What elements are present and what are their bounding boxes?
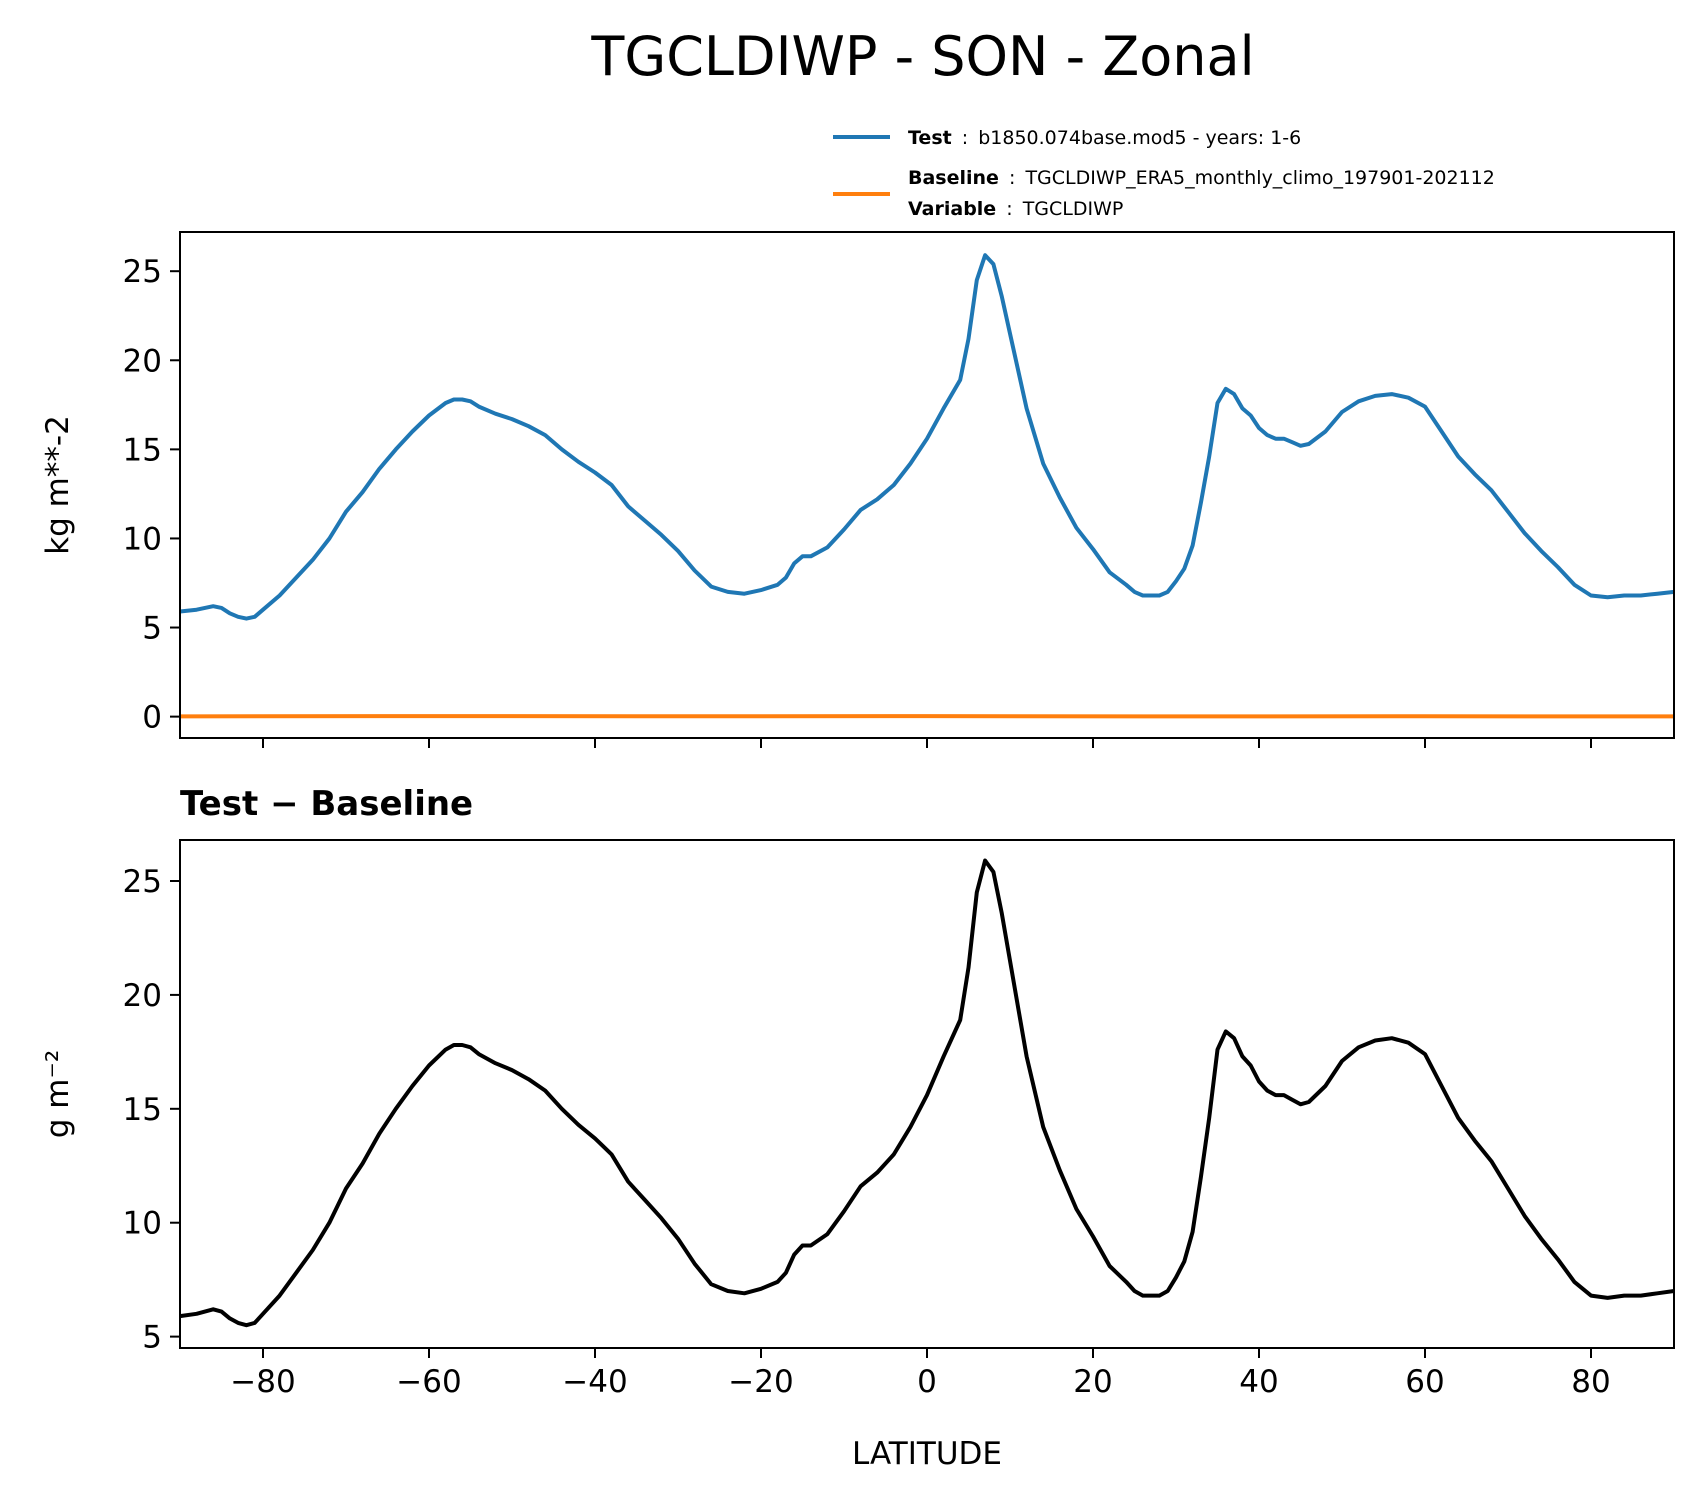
legend: Test : b1850.074base.mod5 - years: 1-6 B… bbox=[833, 127, 1495, 220]
top-y-tick-label: 0 bbox=[142, 700, 162, 736]
legend-variable-separator: : bbox=[1006, 198, 1012, 220]
bottom-y-axis-label: g m⁻² bbox=[40, 1050, 76, 1139]
bottom-x-tick-label: 80 bbox=[1571, 1364, 1610, 1400]
legend-variable-value: TGCLDIWP bbox=[1022, 198, 1124, 220]
top-ticks-layer: 0 5 10 15 20 25 bbox=[123, 254, 1592, 748]
legend-test-key: Test bbox=[908, 127, 952, 149]
legend-test-value: b1850.074base.mod5 - years: 1-6 bbox=[978, 127, 1301, 149]
top-y-tick-label: 25 bbox=[123, 254, 162, 290]
bottom-x-tick-label: −60 bbox=[396, 1364, 461, 1400]
bottom-x-tick-label: 60 bbox=[1405, 1364, 1444, 1400]
top-panel: 0 5 10 15 20 25 kg m**-2 bbox=[40, 231, 1675, 748]
bottom-y-tick-label: 25 bbox=[123, 864, 162, 900]
top-series-layer bbox=[179, 253, 1675, 719]
bottom-y-tick-label: 20 bbox=[123, 978, 162, 1014]
bottom-panel-title: Test − Baseline bbox=[180, 784, 473, 824]
top-y-tick-label: 15 bbox=[123, 432, 162, 468]
bottom-series-layer bbox=[179, 858, 1675, 1328]
bottom-x-axis-label: LATITUDE bbox=[852, 1436, 1002, 1472]
legend-baseline-key: Baseline bbox=[908, 167, 999, 189]
bottom-x-tick-label: −20 bbox=[728, 1364, 793, 1400]
top-y-tick-label: 10 bbox=[123, 521, 162, 557]
legend-baseline-value: TGCLDIWP_ERA5_monthly_climo_197901-20211… bbox=[1024, 167, 1494, 189]
bottom-plot-frame bbox=[179, 839, 1675, 1349]
bottom-y-tick-label: 10 bbox=[123, 1206, 162, 1242]
bottom-x-tick-label: 20 bbox=[1073, 1364, 1112, 1400]
svg-text:Test : b1850.074ba: Test : b1850.074base.mod5 - years: 1-6 bbox=[908, 127, 1301, 149]
bottom-y-tick-label: 15 bbox=[123, 1092, 162, 1128]
top-plot-frame bbox=[179, 231, 1675, 739]
figure-title: TGCLDIWP - SON - Zonal bbox=[590, 25, 1254, 88]
bottom-ticks-layer: −80 −60 −40 −20 0 20 40 60 80 5 10 15 20 25 bbox=[123, 864, 1611, 1400]
bottom-series-difference-line bbox=[179, 858, 1675, 1328]
bottom-x-tick-label: −40 bbox=[562, 1364, 627, 1400]
bottom-x-tick-label: −80 bbox=[230, 1364, 295, 1400]
top-y-tick-label: 20 bbox=[123, 343, 162, 379]
top-series-test-line bbox=[179, 253, 1675, 621]
bottom-x-tick-label: 0 bbox=[917, 1364, 937, 1400]
top-y-axis-label: kg m**-2 bbox=[40, 415, 76, 555]
legend-variable-key: Variable bbox=[908, 198, 996, 220]
legend-test-separator: : bbox=[962, 127, 968, 149]
svg-text:Baseline : TGCLDIW: Baseline : TGCLDIWP_ERA5_monthly_climo_1… bbox=[908, 167, 1495, 189]
bottom-y-tick-label: 5 bbox=[142, 1320, 162, 1356]
bottom-x-tick-label: 40 bbox=[1239, 1364, 1278, 1400]
bottom-panel: Test − Baseline −80 −60 −40 −20 0 20 40 60 80 5 10… bbox=[40, 784, 1675, 1472]
svg-text:Variable : TGCLDIW: Variable : TGCLDIWP bbox=[908, 198, 1123, 220]
top-y-tick-label: 5 bbox=[142, 611, 162, 647]
legend-baseline-separator: : bbox=[1009, 167, 1015, 189]
